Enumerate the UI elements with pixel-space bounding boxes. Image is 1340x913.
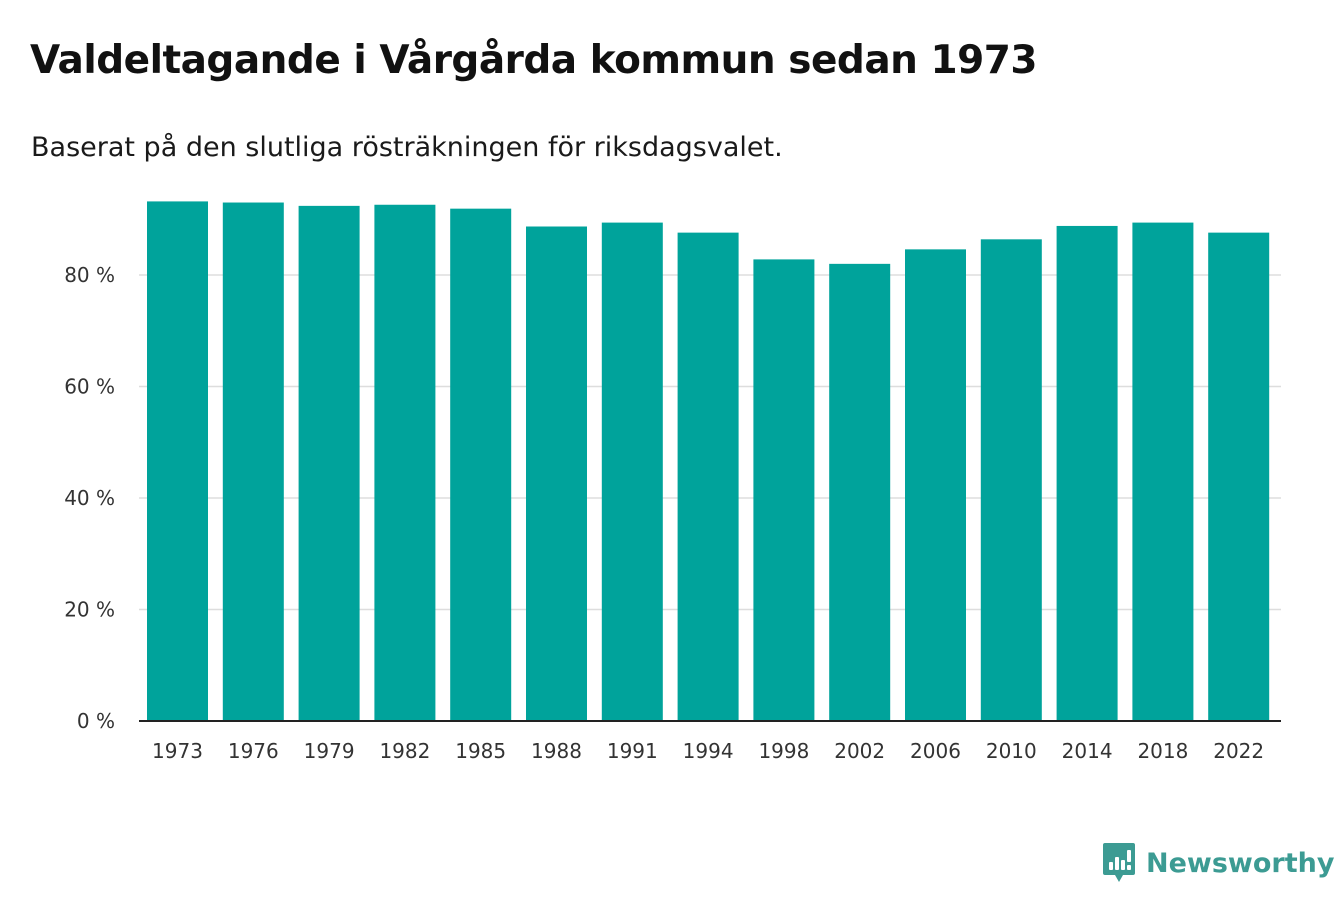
x-tick-label: 2006: [910, 739, 961, 763]
x-tick-label: 1991: [607, 739, 658, 763]
brand-name: Newsworthy: [1146, 847, 1335, 879]
bar-1985: [450, 208, 512, 722]
x-tick-label: 1976: [228, 739, 279, 763]
bar-2022: [1208, 232, 1270, 721]
x-tick-label: 1973: [152, 739, 203, 763]
x-tick-label: 2018: [1137, 739, 1188, 763]
chart-subtitle: Baserat på den slutliga rösträkningen fö…: [31, 132, 783, 163]
y-axis-tick-labels: 0 % 20 % 40 % 60 % 80 %: [64, 263, 115, 733]
bar-1973: [147, 201, 208, 721]
bar-1982: [374, 204, 436, 721]
bar-1998: [753, 259, 815, 721]
x-tick-label: 1985: [455, 739, 506, 763]
bar-1976: [222, 202, 284, 721]
bar-1994: [677, 232, 739, 721]
x-tick-label: 1988: [531, 739, 582, 763]
y-tick-label: 20 %: [64, 598, 115, 622]
x-axis-tick-labels: 1973 1976 1979 1982 1985 1988 1991 1994 1998 2002…: [152, 739, 1264, 763]
bar-2014: [1056, 225, 1118, 721]
x-tick-label: 2002: [834, 739, 885, 763]
x-tick-label: 2010: [986, 739, 1037, 763]
x-tick-label: 1982: [379, 739, 430, 763]
x-tick-label: 1979: [304, 739, 355, 763]
x-tick-label: 2014: [1062, 739, 1113, 763]
bar-2010: [980, 239, 1042, 721]
newsworthy-logo-icon: [1103, 843, 1135, 882]
bar-2006: [905, 249, 966, 722]
bar-1979: [298, 205, 360, 721]
y-tick-label: 40 %: [64, 486, 115, 510]
y-tick-label: 60 %: [64, 375, 115, 399]
chart-title: Valdeltagande i Vårgårda kommun sedan 19…: [30, 38, 1038, 83]
x-tick-label: 1994: [683, 739, 734, 763]
bar-1988: [526, 226, 587, 721]
x-tick-label: 2022: [1213, 739, 1264, 763]
y-tick-label: 0 %: [77, 709, 115, 733]
bars: [147, 201, 1270, 722]
bar-2018: [1132, 222, 1194, 721]
x-tick-label: 1998: [758, 739, 809, 763]
y-tick-label: 80 %: [64, 263, 115, 287]
newsworthy-logo: Newsworthy: [1102, 842, 1334, 884]
bar-2002: [829, 263, 891, 721]
bar-1991: [601, 222, 663, 721]
